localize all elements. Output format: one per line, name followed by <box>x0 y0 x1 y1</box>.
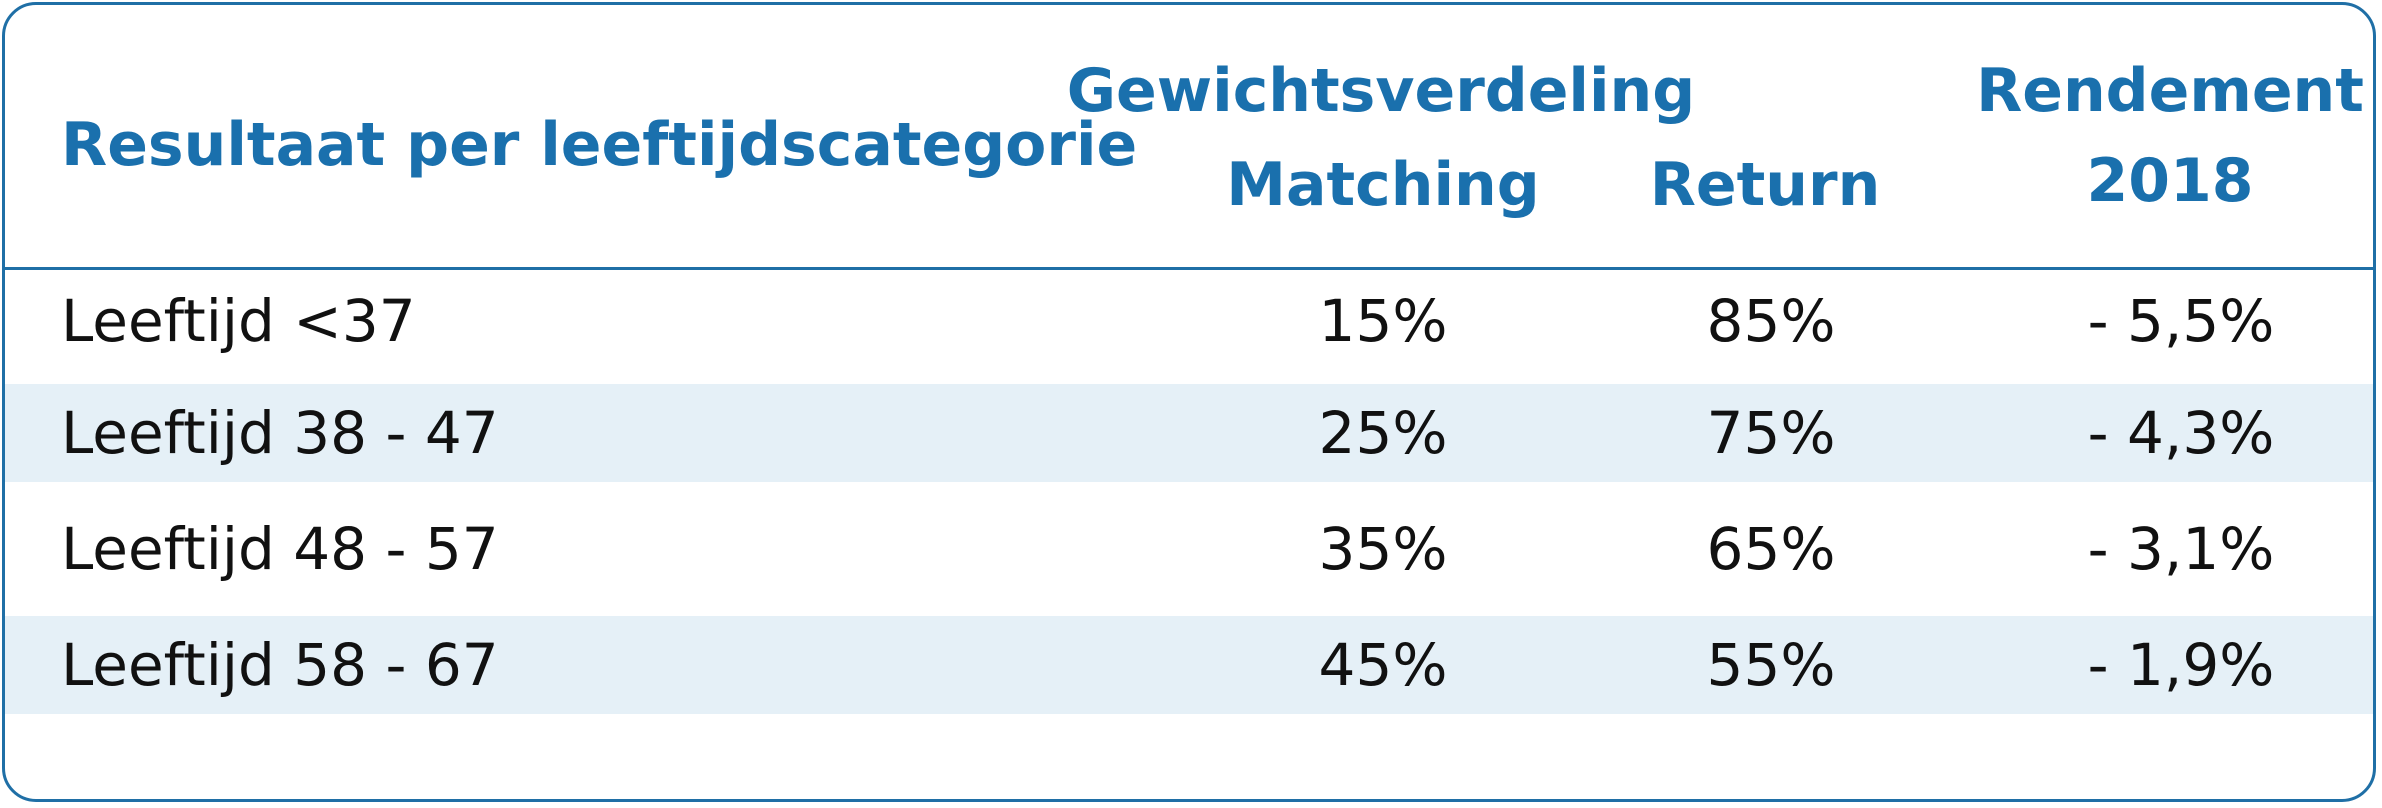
row-label: Leeftijd 48 - 57 <box>61 515 499 583</box>
row-label: Leeftijd <37 <box>61 287 416 355</box>
row-label: Leeftijd 38 - 47 <box>61 399 499 467</box>
header-divider <box>5 267 2373 270</box>
weight-distribution-header: Gewichtsverdeling <box>1066 56 1696 126</box>
rendement-cell: - 5,5% <box>2087 287 2275 355</box>
rendement-cell: - 1,9% <box>2087 631 2275 699</box>
rendement-header-line2: 2018 <box>2086 146 2254 216</box>
rendement-header-line1: Rendement <box>1976 56 2364 126</box>
table-row: Leeftijd 48 - 57 35% 65% - 3,1% <box>5 500 2373 598</box>
matching-cell: 45% <box>1318 631 1448 699</box>
return-cell: 85% <box>1706 287 1836 355</box>
rendement-cell: - 4,3% <box>2087 399 2275 467</box>
table-row: Leeftijd <37 15% 85% - 5,5% <box>5 272 2373 370</box>
matching-cell: 15% <box>1318 287 1448 355</box>
matching-column-header: Matching <box>1226 150 1540 220</box>
matching-cell: 25% <box>1318 399 1448 467</box>
return-column-header: Return <box>1649 150 1881 220</box>
matching-cell: 35% <box>1318 515 1448 583</box>
return-cell: 65% <box>1706 515 1836 583</box>
rendement-cell: - 3,1% <box>2087 515 2275 583</box>
table-row: Leeftijd 38 - 47 25% 75% - 4,3% <box>5 384 2373 482</box>
row-label: Leeftijd 58 - 67 <box>61 631 499 699</box>
return-cell: 55% <box>1706 631 1836 699</box>
table-row: Leeftijd 58 - 67 45% 55% - 1,9% <box>5 616 2373 714</box>
return-cell: 75% <box>1706 399 1836 467</box>
table-title: Resultaat per leeftijdscategorie <box>61 110 1138 180</box>
